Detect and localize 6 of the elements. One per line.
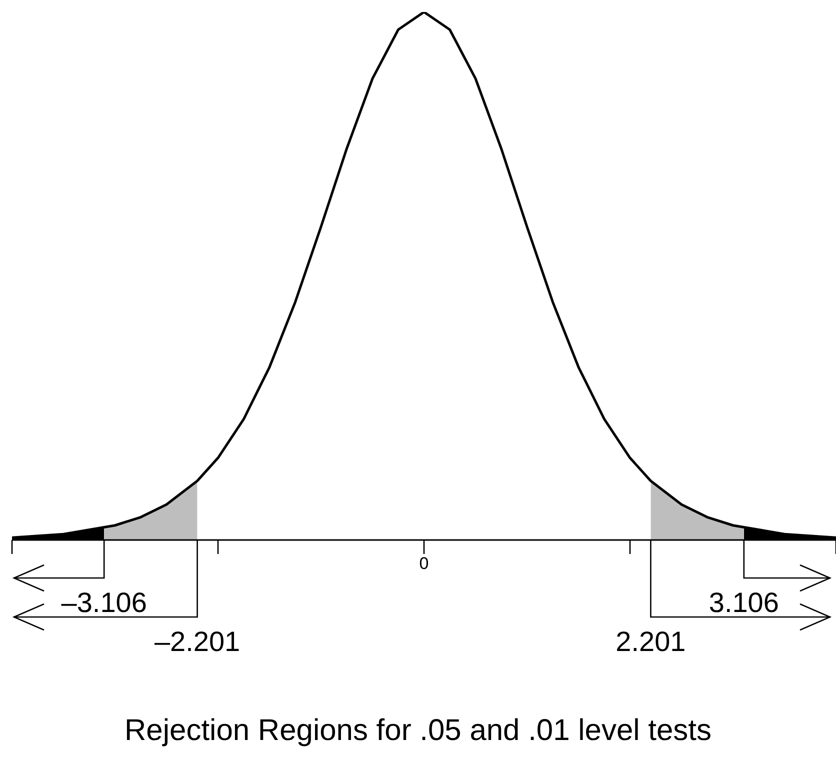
x-axis-title: Rejection Regions for .05 and .01 level tests: [124, 714, 712, 747]
ref-line-label: –2.201: [154, 626, 240, 657]
text: 0: [419, 554, 429, 574]
x-tick-label: –3.106: [61, 587, 147, 618]
x-tick-label: 3.106: [708, 587, 779, 618]
ref-line-label: 2.201: [616, 626, 686, 657]
